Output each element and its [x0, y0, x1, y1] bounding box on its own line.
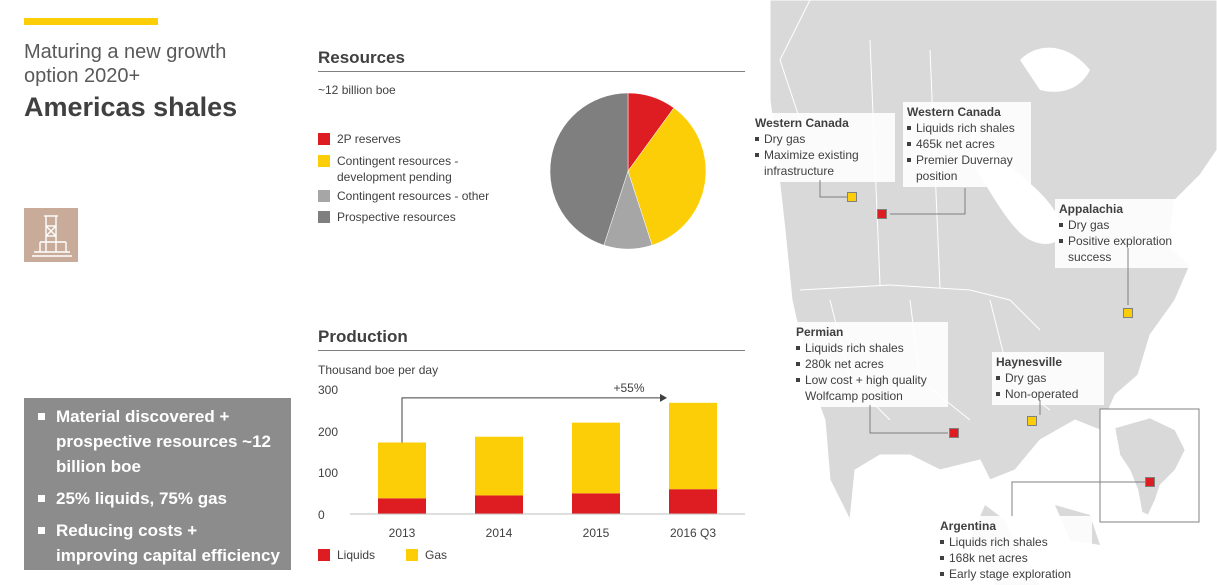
production-divider [318, 350, 745, 351]
production-units: Thousand boe per day [318, 363, 439, 377]
legend-swatch [318, 211, 330, 223]
map-marker-liquids [1145, 477, 1155, 487]
bar-segment-gas [572, 422, 620, 494]
callout-item: Maximize existing infrastructure [755, 147, 889, 179]
callout-item: Low cost + high quality Wolfcamp positio… [796, 372, 942, 404]
callout-item: Liquids rich shales [940, 534, 1086, 550]
legend-label: 2P reserves [337, 132, 401, 146]
key-point: 25% liquids, 75% gas [38, 486, 281, 511]
growth-annotation: +55% [613, 381, 644, 395]
callout-item: Positive exploration success [1059, 233, 1189, 265]
callout-item: Dry gas [996, 370, 1098, 386]
callout-item: Dry gas [1059, 217, 1189, 233]
legend-swatch [318, 133, 330, 145]
y-tick-label: 100 [318, 466, 339, 480]
map-marker-gas [1123, 308, 1133, 318]
pie-slice [627, 107, 707, 246]
legend-label: Contingent resources - development pendi… [337, 154, 459, 184]
legend-label: Prospective resources [337, 210, 456, 224]
growth-arrowhead [660, 393, 667, 402]
legend-swatch [406, 549, 418, 561]
callout-item: Early stage exploration [940, 566, 1086, 582]
key-point: Material discovered + prospective resour… [38, 404, 281, 479]
x-tick-label: 2014 [485, 526, 513, 540]
x-tick-label: 2015 [582, 526, 610, 540]
callout-title: Western Canada [755, 116, 849, 130]
y-tick-label: 0 [318, 508, 325, 522]
resources-title: Resources [318, 48, 405, 67]
callout-western-canada-liquids: Western Canada Liquids rich shales 465k … [903, 102, 1031, 187]
bar-segment-gas [669, 402, 717, 490]
bar-segment-liquids [669, 489, 717, 514]
map-marker-gas [1027, 416, 1037, 426]
americas-map [770, 0, 1217, 585]
bar-segment-gas [475, 436, 523, 496]
growth-arrow [401, 397, 661, 443]
callout-title: Permian [796, 325, 844, 339]
legend-swatch [318, 549, 330, 561]
resources-pie-chart [549, 92, 707, 250]
y-tick-label: 200 [318, 425, 339, 439]
legend-label: Contingent resources - other [337, 189, 490, 203]
callout-item: 168k net acres [940, 550, 1086, 566]
legend-label: Liquids [337, 548, 376, 562]
drilling-rig-icon [24, 208, 78, 262]
callout-title: Haynesville [996, 355, 1063, 369]
callout-permian: Permian Liquids rich shales 280k net acr… [792, 322, 948, 407]
callout-argentina: Argentina Liquids rich shales 168k net a… [936, 516, 1092, 585]
bar-segment-gas [378, 442, 426, 499]
production-title: Production [318, 327, 408, 346]
callout-title: Appalachia [1059, 202, 1124, 216]
map-marker-gas [847, 192, 857, 202]
bar-segment-liquids [475, 495, 523, 514]
y-tick-label: 300 [318, 383, 339, 397]
callout-item: 465k net acres [907, 136, 1025, 152]
legend-label: Gas [425, 548, 448, 562]
bar-segment-liquids [572, 493, 620, 514]
callout-item: Dry gas [755, 131, 889, 147]
resources-divider [318, 71, 745, 72]
x-tick-label: 2013 [388, 526, 416, 540]
callout-title: Western Canada [907, 105, 1001, 119]
callout-appalachia: Appalachia Dry gas Positive exploration … [1055, 199, 1195, 268]
key-points-box: Material discovered + prospective resour… [24, 398, 291, 570]
pie-slice [549, 92, 629, 246]
callout-item: 280k net acres [796, 356, 942, 372]
callout-haynesville: Haynesville Dry gas Non-operated [992, 352, 1104, 405]
accent-bar [24, 18, 158, 25]
callout-title: Argentina [940, 519, 997, 533]
legend-swatch [318, 190, 330, 202]
callout-western-canada-dry-gas: Western Canada Dry gas Maximize existing… [751, 113, 895, 182]
callout-item: Liquids rich shales [796, 340, 942, 356]
x-tick-label: 2016 Q3 [669, 526, 717, 540]
map-marker-liquids [949, 428, 959, 438]
key-point: Reducing costs + improving capital effic… [38, 518, 281, 568]
bar-segment-liquids [378, 498, 426, 514]
legend-swatch [318, 155, 330, 167]
resources-units: ~12 billion boe [318, 83, 396, 97]
callout-item: Premier Duvernay position [907, 152, 1025, 184]
page-title: Americas shales [24, 92, 238, 122]
page-subtitle: Maturing a new growth option 2020+ [24, 41, 227, 87]
map-marker-liquids [877, 209, 887, 219]
callout-item: Liquids rich shales [907, 120, 1025, 136]
production-bar-chart: +55% [350, 381, 745, 515]
callout-item: Non-operated [996, 386, 1098, 402]
